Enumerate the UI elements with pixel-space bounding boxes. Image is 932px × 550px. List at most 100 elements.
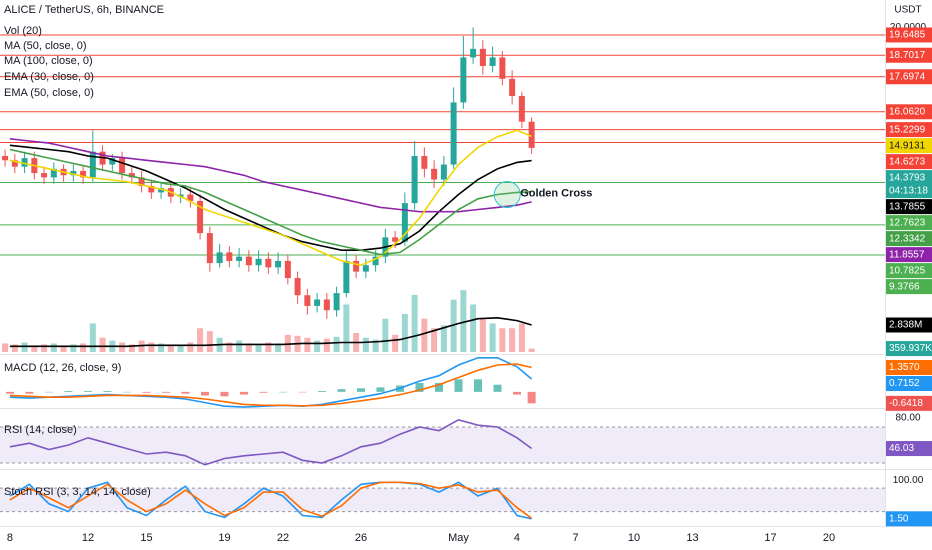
price-tag xyxy=(886,122,932,138)
price-tag xyxy=(886,69,932,85)
candle-body xyxy=(460,57,467,103)
candle-body xyxy=(294,278,301,296)
price-tag xyxy=(886,170,932,199)
x-tick-label: 17 xyxy=(764,532,776,544)
annotation-circle xyxy=(493,181,521,209)
histogram-bar xyxy=(356,388,365,392)
candle-body xyxy=(21,158,28,167)
candle-body xyxy=(148,185,155,193)
histogram-bar xyxy=(5,391,14,394)
histogram-bar xyxy=(317,390,326,392)
symbol-title: ALICE / TetherUS, 6h, BINANCE xyxy=(4,4,164,16)
volume-bar xyxy=(89,323,96,352)
volume-bar xyxy=(60,345,67,352)
y-tick-label: 100.00 xyxy=(893,475,924,486)
indicator-line xyxy=(9,138,532,213)
price-tag xyxy=(886,376,932,392)
candle-body xyxy=(528,121,535,148)
volume-bar xyxy=(460,290,467,352)
volume-bar xyxy=(177,345,184,352)
candle-body xyxy=(470,48,477,58)
volume-bar xyxy=(323,338,330,352)
price-tag-label: 12.7623 xyxy=(889,217,926,228)
histogram-bar xyxy=(278,391,287,393)
legend-entry: EMA (50, close, 0) xyxy=(4,87,94,99)
candle-body xyxy=(411,155,418,204)
histogram-bar xyxy=(220,391,229,397)
price-tag-label: 10.7825 xyxy=(889,265,926,276)
x-tick-label: 13 xyxy=(686,532,698,544)
countdown-label: 04:13:18 xyxy=(889,185,928,196)
candle-body xyxy=(372,256,379,266)
volume-bar xyxy=(362,337,369,352)
candle-body xyxy=(304,295,311,306)
indicator-line xyxy=(9,144,532,251)
volume-bar xyxy=(470,304,477,352)
volume-bar xyxy=(499,328,506,352)
pane-title: Stoch RSI (3, 3, 14, 14, close) xyxy=(4,486,151,498)
candle-body xyxy=(489,57,496,66)
candle-body xyxy=(353,260,360,272)
histogram-bar xyxy=(473,379,482,392)
candle-body xyxy=(2,155,9,161)
x-tick-label: 19 xyxy=(218,532,230,544)
price-tag xyxy=(886,104,932,120)
indicator-line xyxy=(9,481,533,519)
histogram-bar xyxy=(181,391,190,394)
volume-bar xyxy=(392,334,399,352)
indicator-line xyxy=(9,316,532,348)
price-tag xyxy=(886,199,932,215)
histogram-bar xyxy=(64,390,73,392)
price-tag-label: 9.3766 xyxy=(889,281,920,292)
x-tick-label: 10 xyxy=(628,532,640,544)
volume-bar xyxy=(440,325,447,352)
candle-body xyxy=(109,158,116,165)
candle-body xyxy=(119,158,126,174)
candle-body xyxy=(450,102,457,165)
indicator-line xyxy=(9,148,532,256)
histogram-bar xyxy=(512,391,521,395)
volume-bar xyxy=(119,342,126,352)
candle-body xyxy=(187,194,194,201)
volume-bar xyxy=(333,336,340,352)
price-tag xyxy=(886,247,932,263)
pane-title: RSI (14, close) xyxy=(4,424,77,436)
x-tick-label: 15 xyxy=(140,532,152,544)
price-tag-label: 14.9131 xyxy=(889,140,926,151)
x-tick-label: May xyxy=(448,532,469,544)
x-tick-label: 12 xyxy=(82,532,94,544)
price-tag xyxy=(886,360,932,376)
price-tag xyxy=(886,263,932,279)
legend-entry: MA (50, close, 0) xyxy=(4,40,87,52)
candle-body xyxy=(440,164,447,180)
price-tag-label: 16.0620 xyxy=(889,106,926,117)
histogram-bar xyxy=(454,379,463,392)
candle-body xyxy=(128,173,135,178)
histogram-bar xyxy=(527,391,536,404)
price-tag xyxy=(886,231,932,247)
candle-body xyxy=(226,252,233,261)
candle-body xyxy=(333,293,340,311)
volume-bar xyxy=(31,345,38,352)
candle-body xyxy=(216,252,223,264)
candle-body xyxy=(236,256,243,261)
price-tag-label: 19.6485 xyxy=(889,30,926,41)
legend: ALICE / TetherUS, 6h, BINANCE Vol (20) M… xyxy=(4,4,164,498)
candle-body xyxy=(509,78,516,96)
volume-bar xyxy=(11,344,18,352)
price-tag-label: 0.7152 xyxy=(889,378,920,389)
volume-bar xyxy=(509,328,516,352)
candle-body xyxy=(284,260,291,279)
volume-bar xyxy=(528,348,535,352)
volume-bar xyxy=(304,337,311,352)
band-fill xyxy=(0,426,885,463)
volume-bar xyxy=(21,342,28,352)
histogram-bar xyxy=(103,390,112,392)
histogram-bar xyxy=(161,391,170,393)
volume-bar xyxy=(431,328,438,352)
legend-entry: Vol (20) xyxy=(4,25,42,37)
candle-body xyxy=(275,260,282,268)
volume-bar xyxy=(314,340,321,352)
candle-body xyxy=(50,168,57,178)
